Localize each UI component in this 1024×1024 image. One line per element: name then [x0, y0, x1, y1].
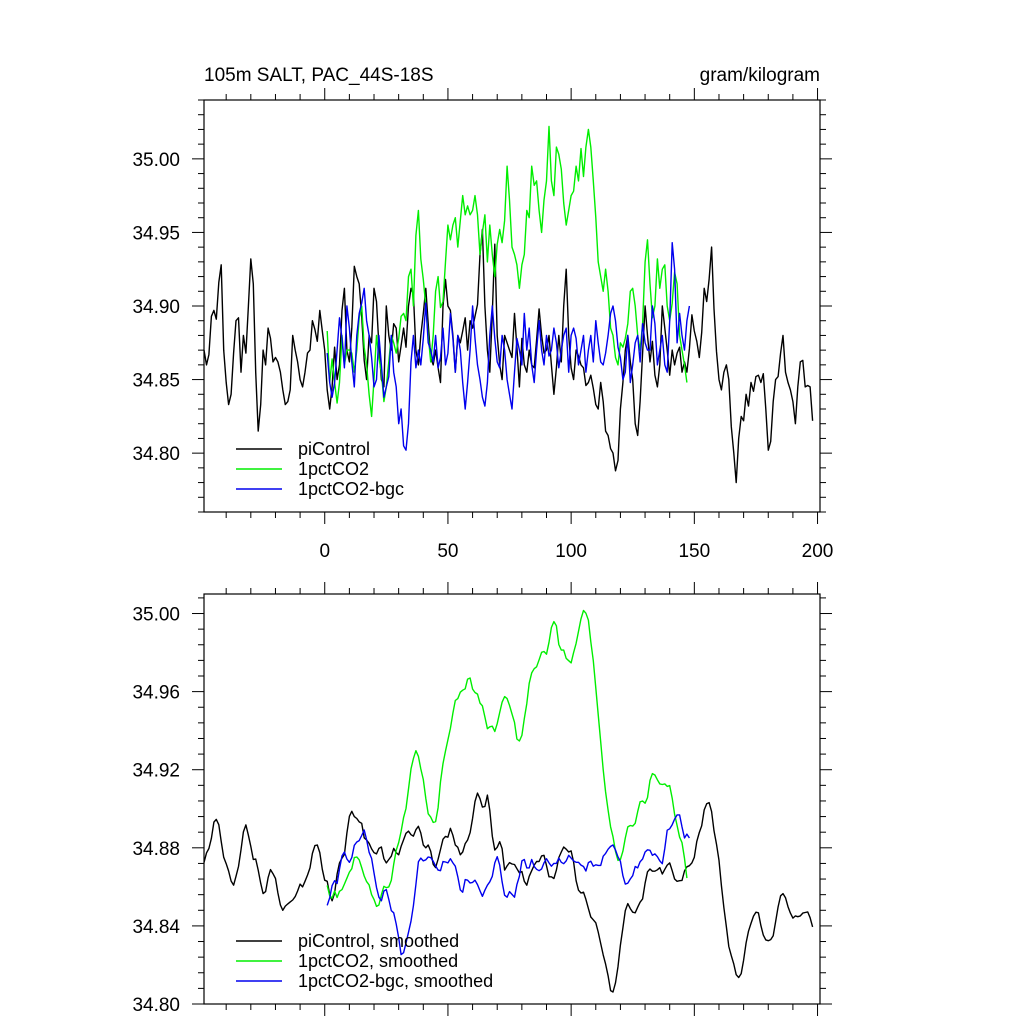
- legend-label: 1pctCO2-bgc: [298, 479, 404, 499]
- y-tick-label: 34.80: [132, 444, 180, 465]
- x-tick-label: 0: [319, 541, 330, 562]
- units-label: gram/kilogram: [699, 65, 820, 86]
- y-tick-label: 35.00: [132, 150, 180, 171]
- x-tick-label: 200: [802, 541, 834, 562]
- series-line-1: [203, 228, 814, 484]
- legend-label: piControl: [298, 439, 370, 459]
- series-line-1: [203, 792, 814, 993]
- legend-label: piControl, smoothed: [298, 931, 459, 951]
- y-tick-label: 34.95: [132, 223, 180, 244]
- y-tick-label: 34.80: [132, 995, 180, 1016]
- series-line-3: [326, 814, 690, 956]
- x-tick-label: 150: [678, 541, 710, 562]
- legend-label: 1pctCO2, smoothed: [298, 951, 458, 971]
- y-tick-label: 34.92: [132, 761, 180, 782]
- series-line-2: [326, 609, 688, 908]
- y-tick-label: 34.88: [132, 839, 180, 860]
- chart-title: 105m SALT, PAC_44S-18S: [204, 65, 434, 86]
- y-tick-label: 34.84: [132, 917, 180, 938]
- plot-frame: [203, 593, 821, 1005]
- series-line-3: [326, 241, 691, 451]
- y-tick-label: 35.00: [132, 605, 180, 626]
- chart-panel-1: 0 50 100 150 200 34.80 34.85 34.90 34.95 35.00 piC…: [132, 88, 833, 562]
- series-line-2: [326, 125, 688, 418]
- chart-panel-2: 34.80 34.84 34.88 34.92 34.96 35.00 piControl,…: [132, 582, 832, 1016]
- x-tick-label: 100: [555, 541, 587, 562]
- y-tick-label: 34.85: [132, 371, 180, 392]
- y-tick-label: 34.96: [132, 683, 180, 704]
- legend-label: 1pctCO2-bgc, smoothed: [298, 971, 493, 991]
- y-tick-label: 34.90: [132, 297, 180, 318]
- legend-label: 1pctCO2: [298, 459, 369, 479]
- plot-frame: [203, 99, 821, 513]
- x-tick-label: 50: [437, 541, 458, 562]
